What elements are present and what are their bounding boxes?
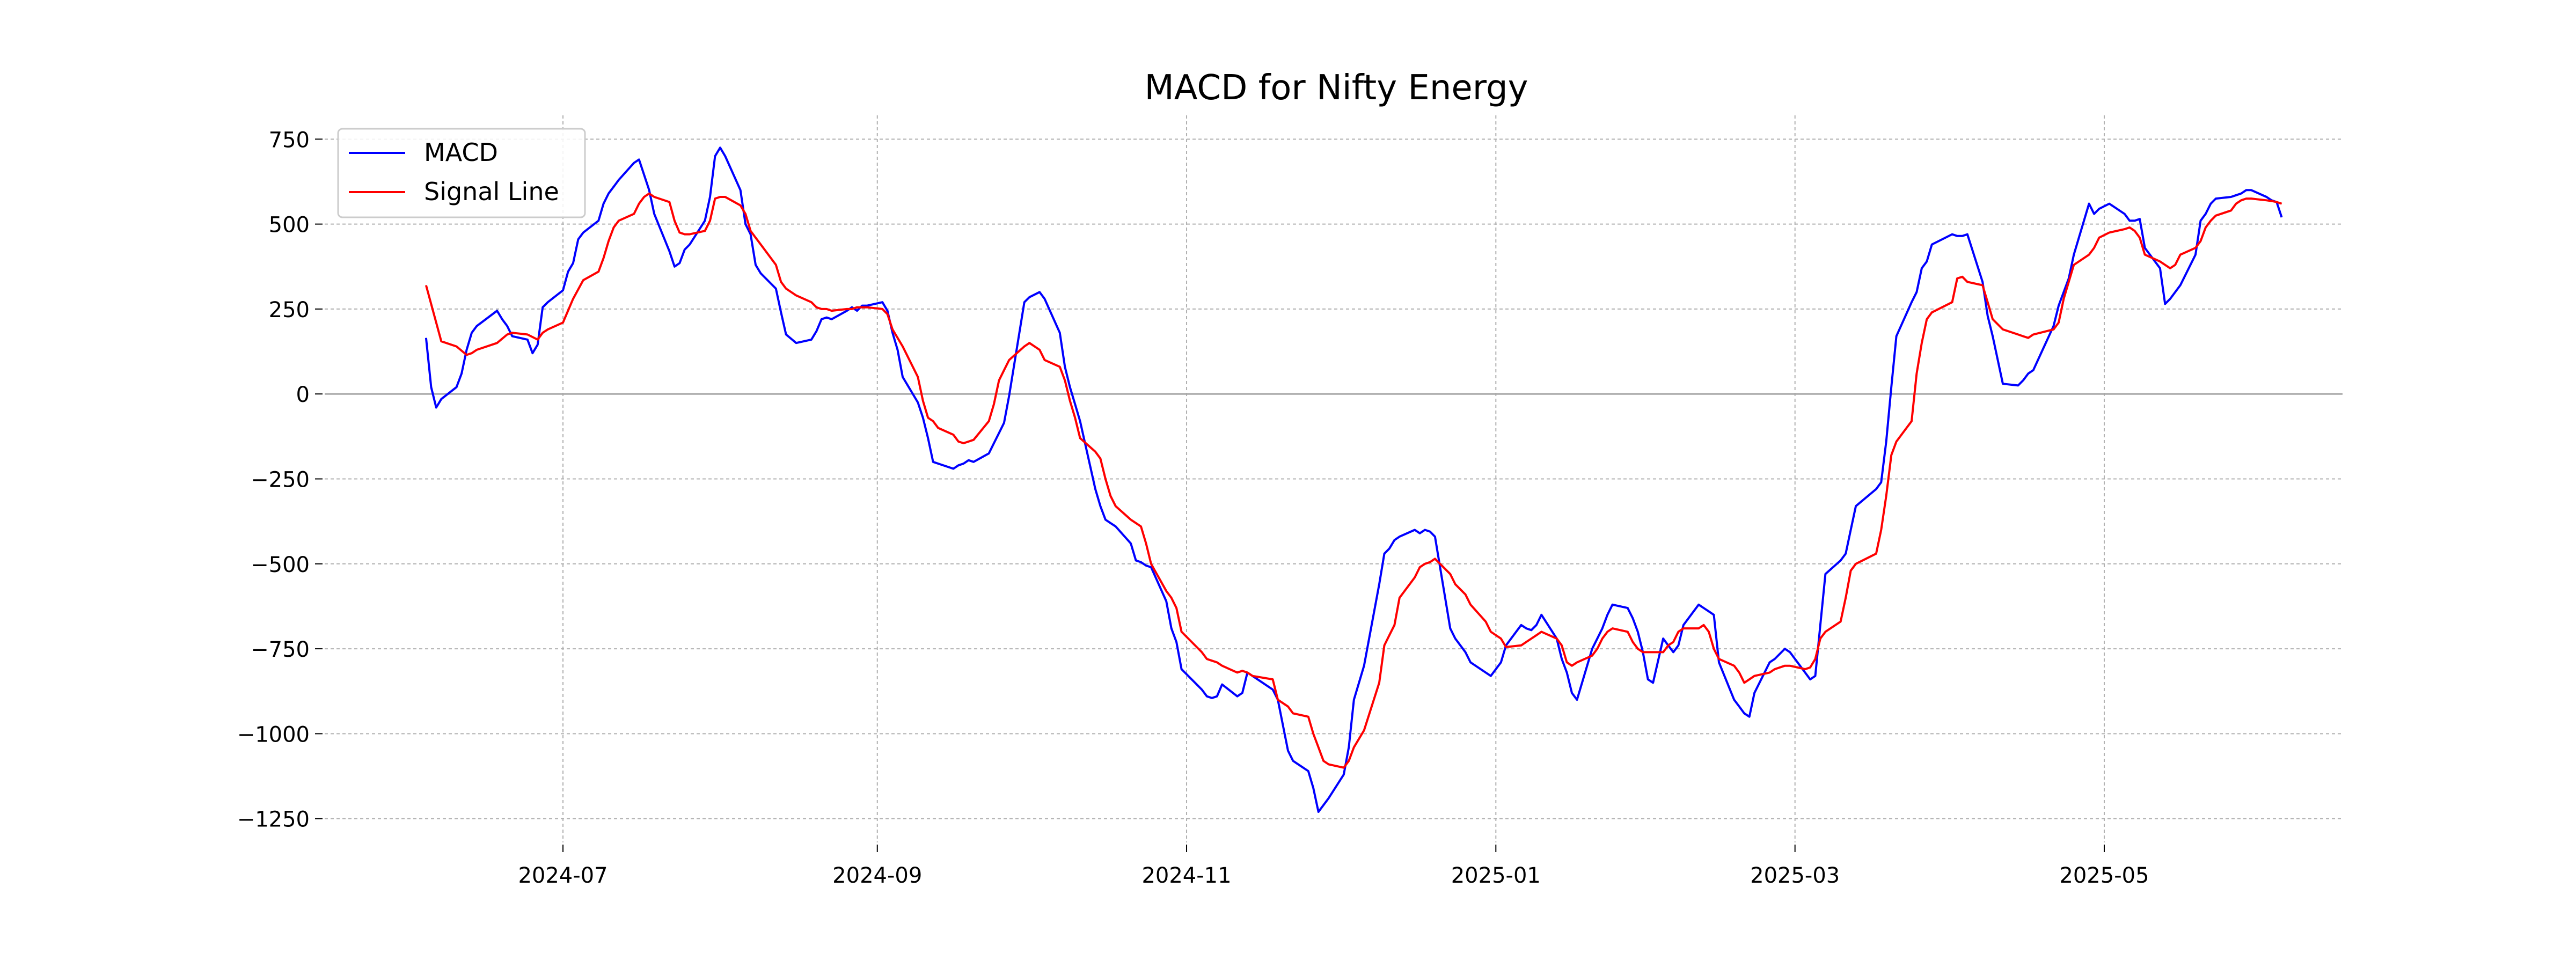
x-tick-label: 2025-05 — [2059, 863, 2149, 888]
y-tick-label: 500 — [269, 213, 310, 238]
tick-labels: 750 500 250 0 −250 −500 −750 −1000 −1250 2024-07 2… — [237, 128, 2149, 888]
y-tick-label: −1250 — [237, 808, 310, 832]
x-tick-label: 2024-09 — [832, 863, 922, 888]
series-layer — [425, 146, 2283, 813]
chart-title: MACD for Nifty Energy — [1145, 68, 1528, 108]
y-tick-label: 750 — [269, 128, 310, 152]
y-tick-label: −250 — [251, 468, 310, 493]
y-tick-label: 0 — [296, 383, 310, 407]
x-tick-label: 2024-07 — [518, 863, 608, 888]
x-tick-label: 2024-11 — [1141, 863, 1231, 888]
y-tick-label: −750 — [251, 637, 310, 662]
legend-label-signal-line: Signal Line — [424, 177, 559, 206]
legend-box — [337, 128, 586, 218]
legend: MACD Signal Line — [337, 128, 586, 218]
legend-label-macd: MACD — [424, 138, 498, 167]
grid — [325, 115, 2343, 842]
y-tick-label: −500 — [251, 553, 310, 577]
x-tick-label: 2025-03 — [1750, 863, 1840, 888]
y-tick-label: 250 — [269, 298, 310, 322]
x-tick-label: 2025-01 — [1451, 863, 1541, 888]
series-line-signal-line — [425, 192, 2282, 769]
series-line-macd — [425, 146, 2283, 813]
y-tick-label: −1000 — [237, 722, 310, 747]
